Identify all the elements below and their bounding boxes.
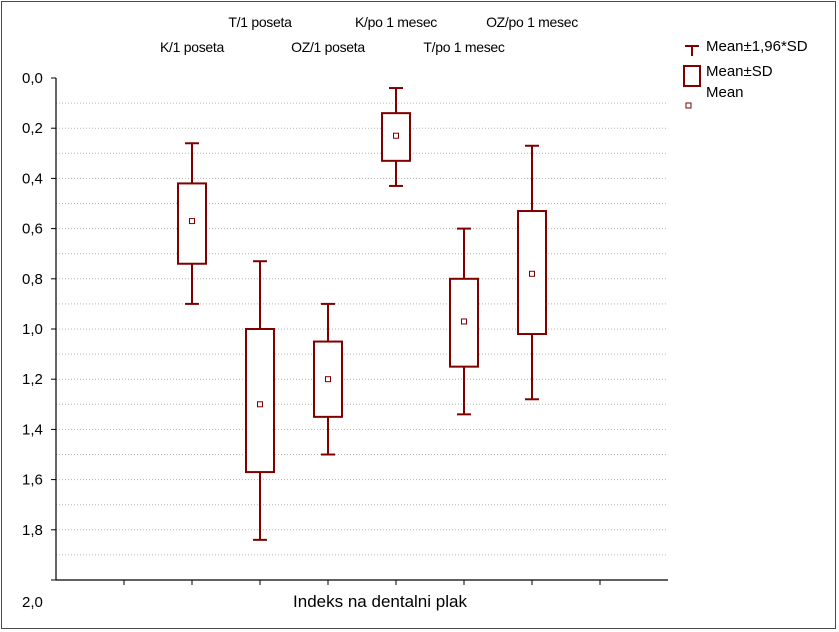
legend-sd-box [683,65,701,87]
y-tick-label: 1,4 [22,421,43,438]
y-tick-label: 1,6 [22,472,43,489]
x-axis-label: Indeks na dentalni plak [293,592,467,611]
category-label: T/po 1 mesec [423,39,505,55]
category-label: K/1 poseta [160,39,224,55]
sd-box [245,328,275,474]
category-label: OZ/1 poseta [291,39,365,55]
y-tick-label: 0,0 [22,70,43,87]
y-tick-label: 1,0 [22,321,43,338]
legend-label-mean: Mean [706,84,744,101]
y-tick-label: 1,8 [22,522,43,539]
mean-marker [325,376,331,383]
category-label: T/1 poseta [228,14,292,30]
mean-marker [461,318,467,325]
y-tick-label: 2,0 [22,594,43,611]
category-label: OZ/po 1 mesec [486,14,578,30]
sd-box [381,112,411,162]
mean-marker [529,270,535,277]
y-tick-label: 1,2 [22,371,43,388]
y-tick-label: 0,4 [22,170,43,187]
mean-marker [189,218,195,225]
legend-mean-marker [685,102,692,109]
legend-label-sd: Mean±SD [706,63,773,80]
mean-marker [257,401,263,408]
y-tick-label: 0,8 [22,271,43,288]
mean-marker [393,132,399,139]
y-tick-label: 0,2 [22,120,43,137]
legend-label-ci: Mean±1,96*SD [706,38,808,55]
y-tick-label: 0,6 [22,221,43,238]
sd-box [313,340,343,418]
category-label: K/po 1 mesec [355,14,437,30]
